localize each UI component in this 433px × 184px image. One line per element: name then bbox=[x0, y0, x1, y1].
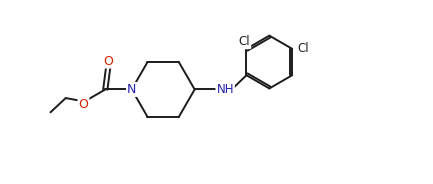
Text: Cl: Cl bbox=[239, 35, 250, 48]
Text: NH: NH bbox=[216, 83, 234, 96]
Text: Cl: Cl bbox=[297, 42, 309, 55]
Text: O: O bbox=[78, 98, 88, 111]
Text: N: N bbox=[127, 83, 136, 96]
Text: O: O bbox=[103, 54, 113, 68]
